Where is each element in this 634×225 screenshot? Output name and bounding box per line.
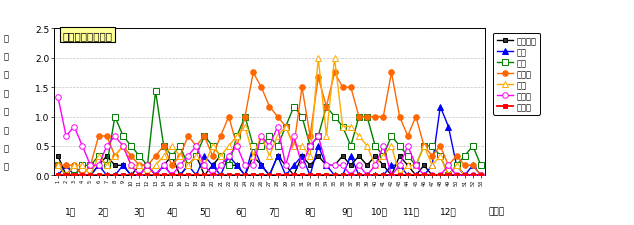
Text: 12月: 12月 — [440, 206, 456, 215]
Text: 7月: 7月 — [268, 206, 279, 215]
Text: 5月: 5月 — [199, 206, 210, 215]
Text: り: り — [3, 107, 8, 116]
Text: 11月: 11月 — [403, 206, 420, 215]
Text: 数: 数 — [3, 162, 8, 171]
Text: 定: 定 — [3, 34, 8, 43]
Text: た: た — [3, 89, 8, 98]
Text: 保健所別発生動向: 保健所別発生動向 — [63, 31, 112, 41]
Text: 報: 報 — [3, 125, 8, 134]
Text: 告: 告 — [3, 144, 8, 153]
Text: 点: 点 — [3, 52, 8, 61]
Text: 2月: 2月 — [97, 206, 108, 215]
Text: 9月: 9月 — [341, 206, 353, 215]
Text: 8月: 8月 — [304, 206, 316, 215]
Text: 4月: 4月 — [166, 206, 178, 215]
Text: （週）: （週） — [488, 206, 504, 215]
Text: 3月: 3月 — [134, 206, 145, 215]
Text: 1月: 1月 — [65, 206, 75, 215]
Legend: 四国中央, 西条, 今治, 松山市, 松山, 八幡浜, 宇和島: 四国中央, 西条, 今治, 松山市, 松山, 八幡浜, 宇和島 — [493, 33, 540, 115]
Text: 10月: 10月 — [371, 206, 388, 215]
Text: 当: 当 — [3, 70, 8, 79]
Text: 6月: 6月 — [235, 206, 247, 215]
